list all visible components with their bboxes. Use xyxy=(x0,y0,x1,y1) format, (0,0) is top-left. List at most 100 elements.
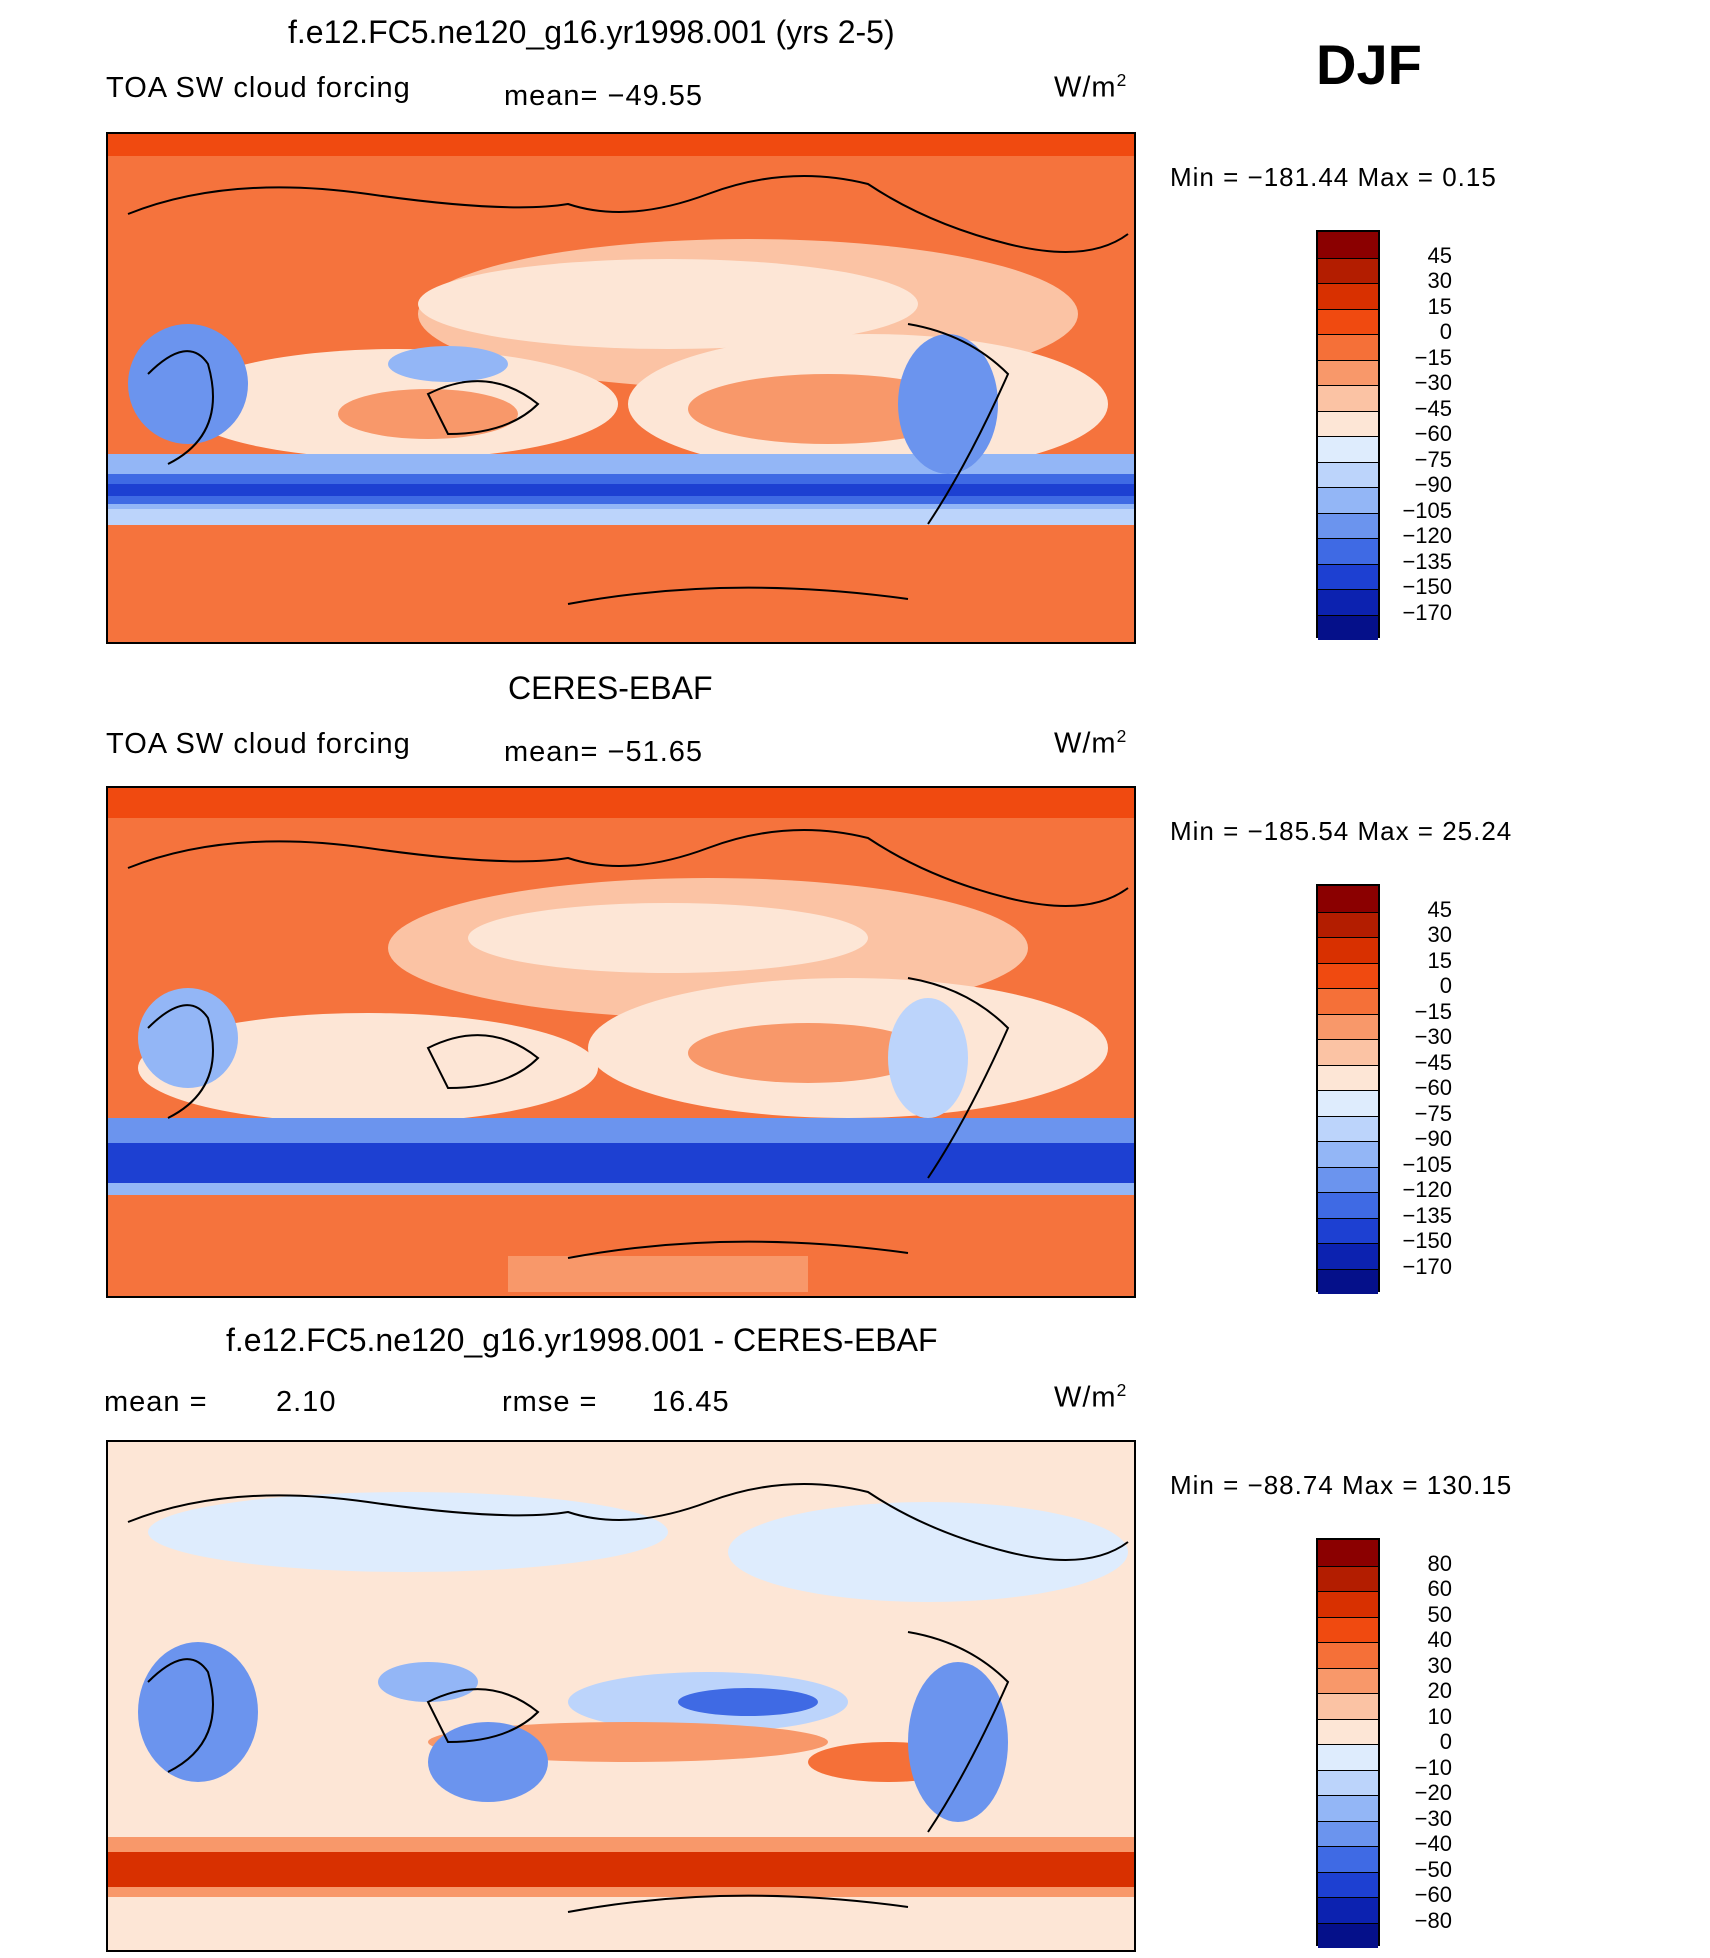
colorbar-segment xyxy=(1318,1115,1378,1141)
colorbar-tick-label: −15 xyxy=(1414,998,1452,1024)
colorbar-tick-label: −30 xyxy=(1414,1024,1452,1049)
colorbar-tick-label: −60 xyxy=(1414,1075,1452,1100)
colorbar-segment xyxy=(1318,1064,1378,1090)
colorbar-tick-label: 60 xyxy=(1427,1576,1452,1601)
colorbar-segment xyxy=(1318,614,1378,640)
colorbar-segment xyxy=(1318,1642,1378,1668)
colorbar-segment xyxy=(1318,937,1378,963)
colorbar-tick-label: −120 xyxy=(1402,523,1452,548)
colorbar-segment xyxy=(1318,538,1378,564)
panel-model-title: f.e12.FC5.ne120_g16.yr1998.001 (yrs 2-5) xyxy=(288,14,895,50)
colorbar-segment xyxy=(1318,1616,1378,1642)
colorbar-segment xyxy=(1318,1846,1378,1872)
colorbar-segment xyxy=(1318,911,1378,937)
panel-diff-title: f.e12.FC5.ne120_g16.yr1998.001 - CERES-E… xyxy=(226,1322,938,1358)
colorbar-segment xyxy=(1318,1769,1378,1795)
panel-diff-units: W/m2 xyxy=(1054,1380,1128,1414)
colorbar-tick-label: 40 xyxy=(1427,1627,1452,1652)
colorbar-tick-label: −45 xyxy=(1414,395,1452,421)
colorbar-tick-label: 0 xyxy=(1439,319,1452,344)
colorbar-tick-label: 0 xyxy=(1439,973,1452,998)
colorbar-tick-label: 45 xyxy=(1427,242,1452,268)
colorbar-tick-label: −45 xyxy=(1414,1049,1452,1075)
panel-obs-colorbar xyxy=(1316,884,1380,1294)
colorbar-tick-label: −170 xyxy=(1402,599,1452,625)
colorbar-tick-label: −15 xyxy=(1414,344,1452,370)
colorbar-tick-label: −150 xyxy=(1402,574,1452,599)
panel-model-minmax: Min = −181.44 Max = 0.15 xyxy=(1170,162,1497,192)
colorbar-segment xyxy=(1318,1718,1378,1744)
panel-diff-colorbar-labels: 80 60 50 40 30 20 10 0 −10 −20 −30 −40 −50 −60 −80 xyxy=(1392,1538,1452,1946)
colorbar-segment xyxy=(1318,1820,1378,1846)
colorbar-tick-label: 0 xyxy=(1439,1729,1452,1754)
colorbar-segment xyxy=(1318,257,1378,283)
panel-diff-rmse-label: rmse = xyxy=(502,1386,598,1418)
colorbar-tick-label: −75 xyxy=(1414,446,1452,472)
colorbar-segment xyxy=(1318,1565,1378,1591)
colorbar-segment xyxy=(1318,1141,1378,1167)
colorbar-tick-label: −40 xyxy=(1414,1831,1452,1856)
colorbar-tick-label: 30 xyxy=(1427,268,1452,293)
panel-obs-mean: mean= −51.65 xyxy=(504,736,704,768)
colorbar-segment xyxy=(1318,385,1378,411)
colorbar-tick-label: 15 xyxy=(1427,947,1452,973)
colorbar-segment xyxy=(1318,1871,1378,1897)
colorbar-segment xyxy=(1318,1166,1378,1192)
colorbar-segment xyxy=(1318,308,1378,334)
colorbar-segment xyxy=(1318,1744,1378,1770)
panel-model-colorbar xyxy=(1316,230,1380,640)
colorbar-segment xyxy=(1318,988,1378,1014)
colorbar-tick-label: −150 xyxy=(1402,1228,1452,1253)
colorbar-segment xyxy=(1318,1090,1378,1116)
colorbar-tick-label: −105 xyxy=(1402,1151,1452,1177)
season-label: DJF xyxy=(1316,33,1422,96)
colorbar-tick-label: −105 xyxy=(1402,497,1452,523)
colorbar-segment xyxy=(1318,1693,1378,1719)
panel-model-units: W/m2 xyxy=(1054,70,1128,104)
colorbar-tick-label: 10 xyxy=(1427,1703,1452,1729)
colorbar-tick-label: −120 xyxy=(1402,1177,1452,1202)
colorbar-segment xyxy=(1318,410,1378,436)
panel-obs-units: W/m2 xyxy=(1054,726,1128,760)
colorbar-segment xyxy=(1318,1667,1378,1693)
panel-diff-map xyxy=(106,1440,1136,1952)
panel-diff-minmax: Min = −88.74 Max = 130.15 xyxy=(1170,1470,1513,1500)
colorbar-segment xyxy=(1318,1217,1378,1243)
colorbar-segment xyxy=(1318,589,1378,615)
colorbar-tick-label: 80 xyxy=(1427,1550,1452,1576)
colorbar-segment xyxy=(1318,1268,1378,1294)
panel-obs-variable: TOA SW cloud forcing xyxy=(106,728,411,760)
colorbar-segment xyxy=(1318,1013,1378,1039)
colorbar-segment xyxy=(1318,436,1378,462)
panel-obs-colorbar-labels: 45 30 15 0 −15 −30 −45 −60 −75 −90 −105 −120 −135 −15… xyxy=(1392,884,1452,1292)
panel-model-variable: TOA SW cloud forcing xyxy=(106,72,411,104)
colorbar-tick-label: 30 xyxy=(1427,922,1452,947)
colorbar-tick-label: −20 xyxy=(1414,1780,1452,1805)
panel-diff-mean-label: mean = xyxy=(104,1386,208,1418)
colorbar-segment xyxy=(1318,1243,1378,1269)
panel-diff-colorbar xyxy=(1316,1538,1380,1948)
colorbar-tick-label: −170 xyxy=(1402,1253,1452,1279)
panel-obs-title: CERES-EBAF xyxy=(508,670,713,706)
colorbar-segment xyxy=(1318,1591,1378,1617)
colorbar-tick-label: −30 xyxy=(1414,1805,1452,1831)
panel-diff-rmse-value: 16.45 xyxy=(652,1386,730,1418)
colorbar-segment xyxy=(1318,334,1378,360)
colorbar-tick-label: −90 xyxy=(1414,472,1452,497)
colorbar-segment xyxy=(1318,1540,1378,1566)
colorbar-segment xyxy=(1318,283,1378,309)
colorbar-tick-label: −135 xyxy=(1402,1202,1452,1228)
colorbar-tick-label: −60 xyxy=(1414,1882,1452,1907)
colorbar-segment xyxy=(1318,1897,1378,1923)
colorbar-segment xyxy=(1318,1192,1378,1218)
panel-obs-minmax: Min = −185.54 Max = 25.24 xyxy=(1170,816,1513,846)
colorbar-segment xyxy=(1318,886,1378,912)
colorbar-segment xyxy=(1318,232,1378,258)
colorbar-tick-label: −60 xyxy=(1414,421,1452,446)
colorbar-tick-label: −135 xyxy=(1402,548,1452,574)
colorbar-tick-label: 15 xyxy=(1427,293,1452,319)
colorbar-segment xyxy=(1318,512,1378,538)
colorbar-tick-label: −30 xyxy=(1414,370,1452,395)
colorbar-segment xyxy=(1318,359,1378,385)
colorbar-segment xyxy=(1318,1795,1378,1821)
